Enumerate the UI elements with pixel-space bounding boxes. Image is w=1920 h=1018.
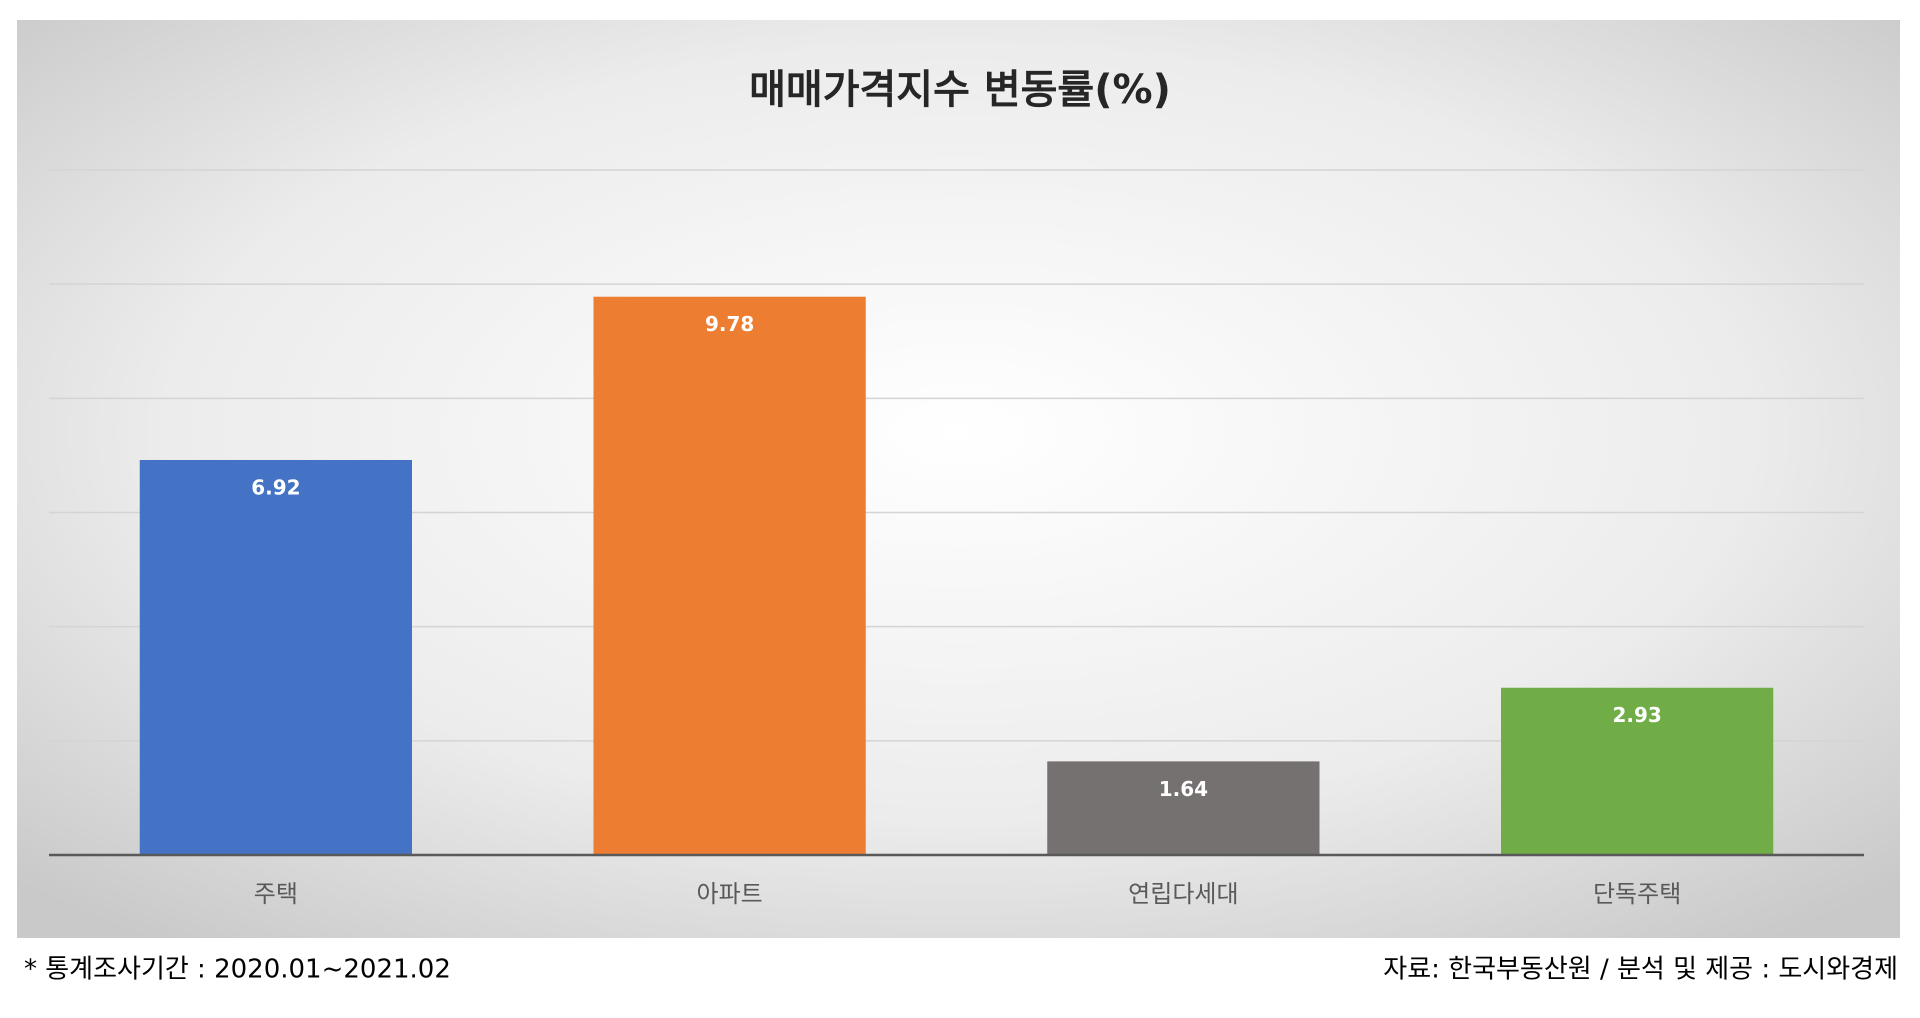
value-label: 1.64 — [1159, 777, 1208, 801]
bar — [139, 459, 412, 855]
value-label: 2.93 — [1612, 703, 1661, 727]
bar — [593, 296, 866, 856]
footnote: * 통계조사기간 : 2020.01~2021.02 — [24, 955, 451, 985]
source: 자료: 한국부동산원 / 분석 및 제공 : 도시와경제 — [1383, 955, 1898, 985]
x-tick-label: 아파트 — [697, 880, 763, 908]
bar — [1047, 761, 1320, 855]
bar — [1501, 687, 1774, 855]
chart-title: 매매가격지수 변동률(%) — [749, 67, 1171, 113]
x-tick-label: 주택 — [254, 880, 298, 908]
value-label: 9.78 — [705, 312, 754, 336]
x-tick-label: 단독주택 — [1593, 880, 1681, 908]
x-tick-label: 연립다세대 — [1128, 880, 1238, 908]
value-label: 6.92 — [251, 475, 300, 499]
